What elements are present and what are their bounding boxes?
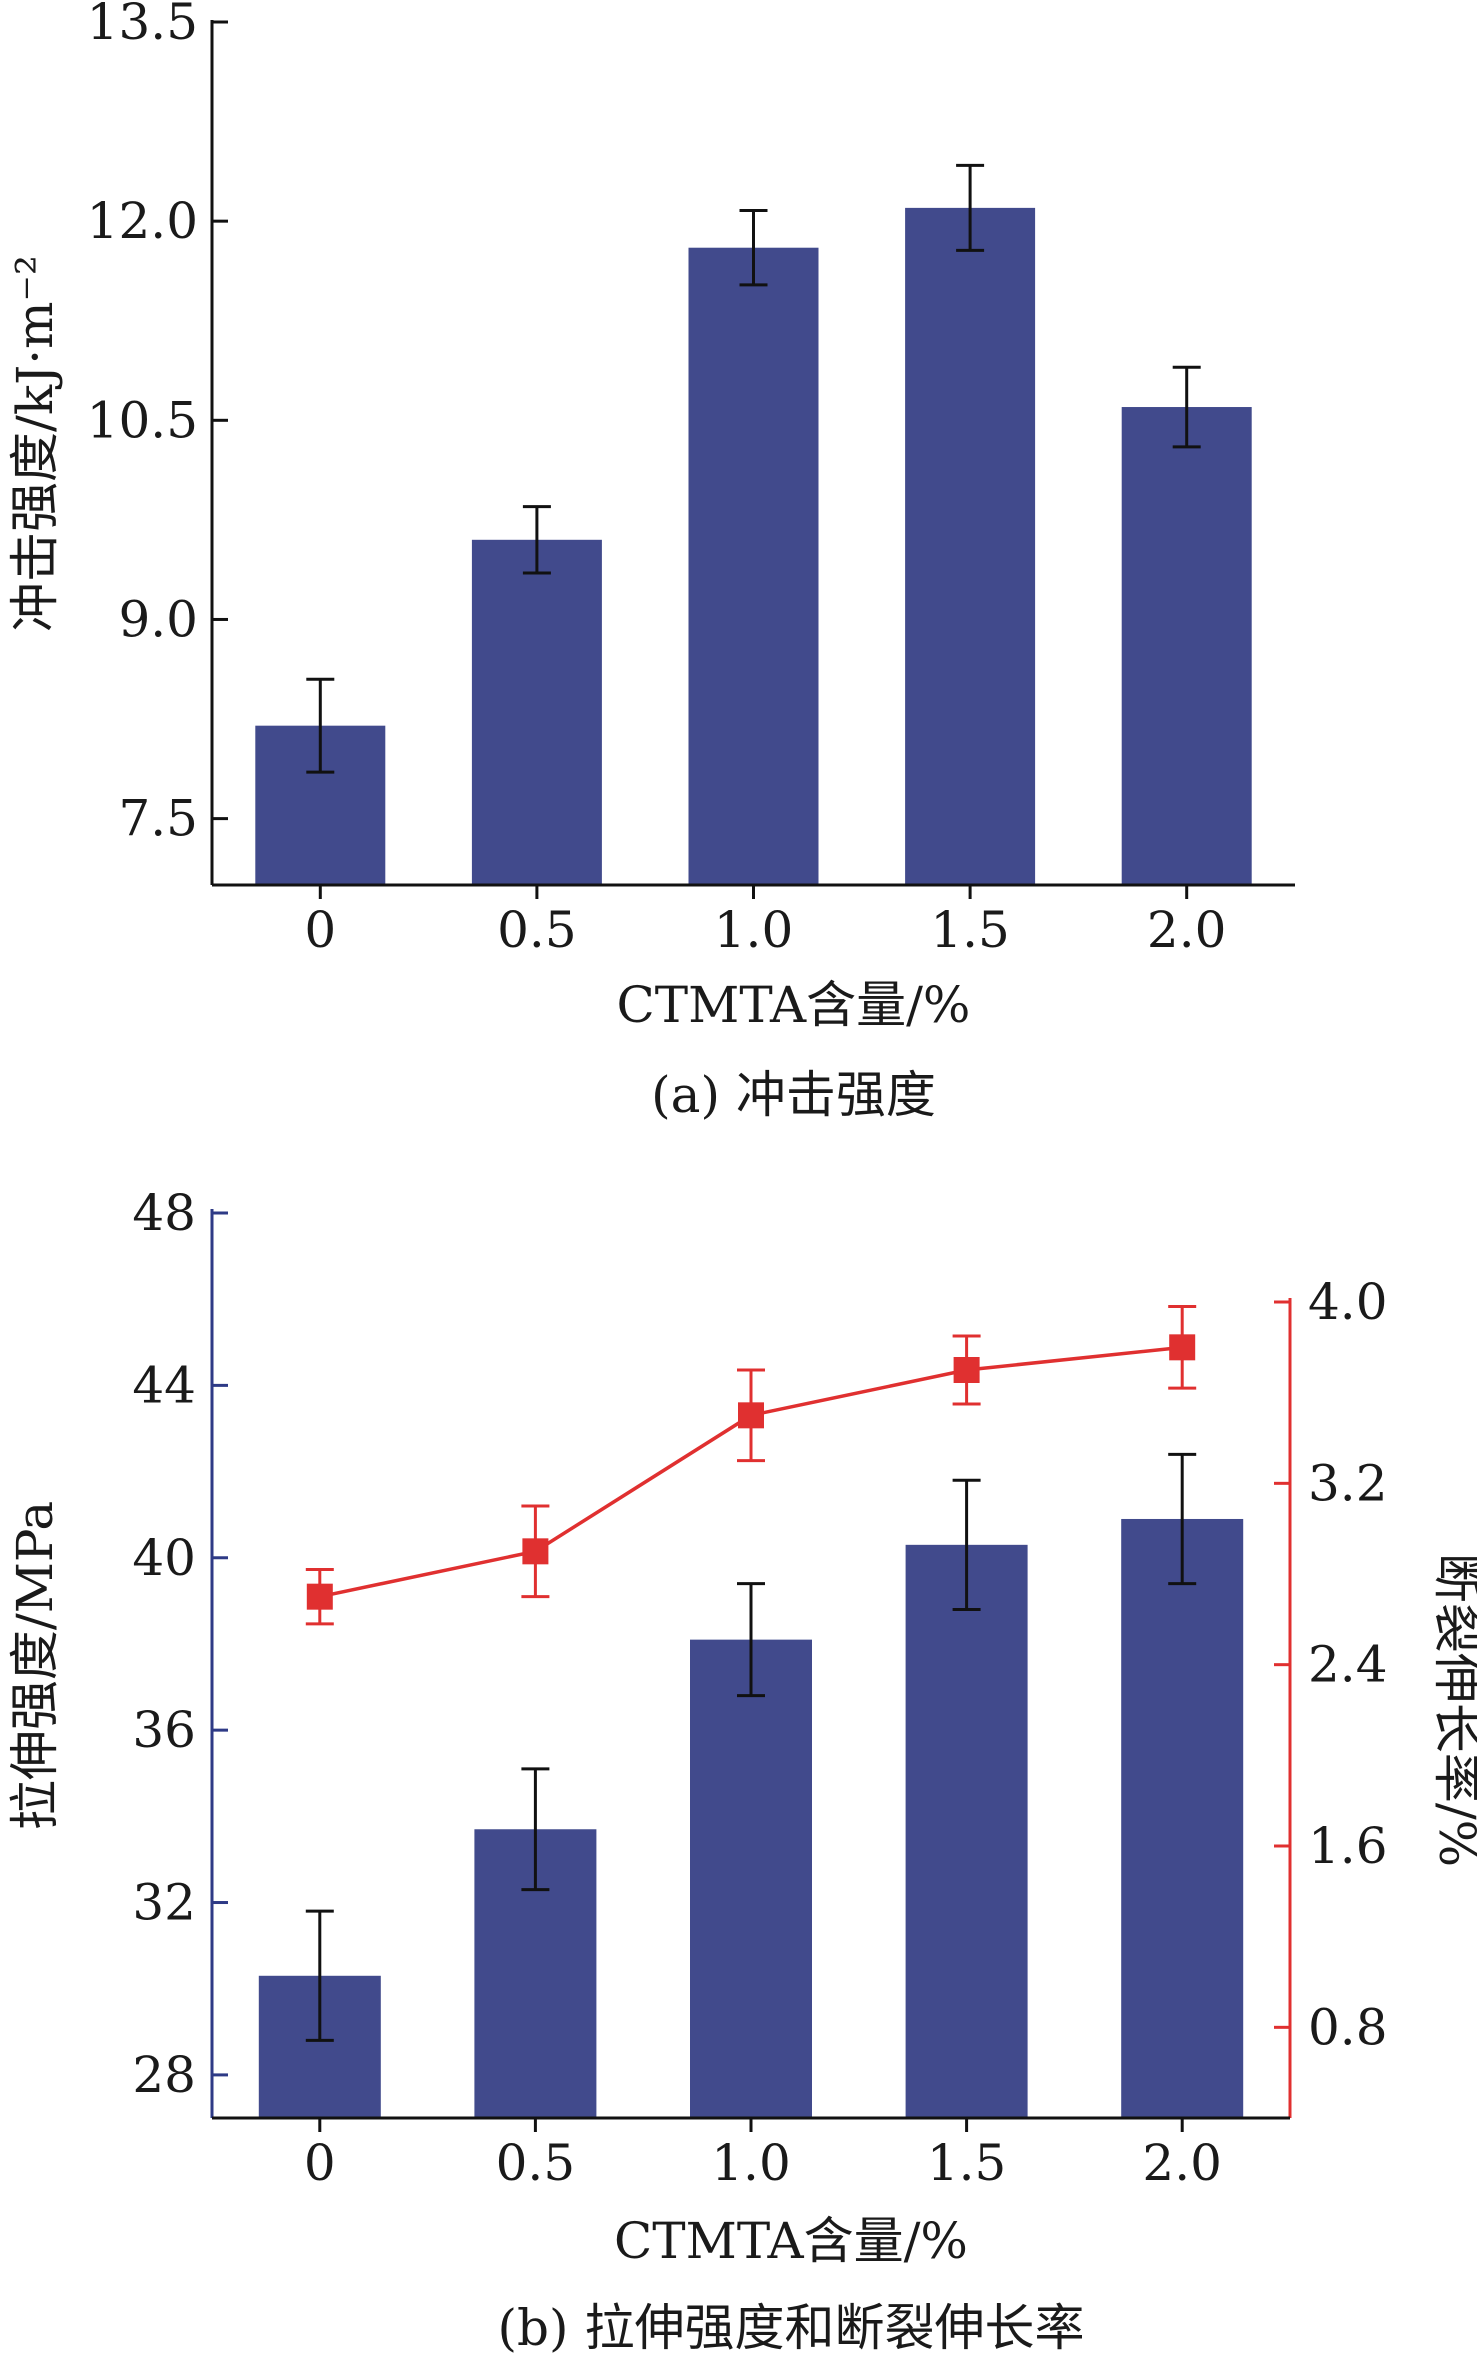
impact-caption: (a) 冲击强度: [651, 1066, 936, 1124]
elongation-point-3: [953, 1357, 980, 1383]
tensile-bar-2: [690, 1639, 812, 2118]
impact-bar-4: [1121, 407, 1252, 885]
elongation-right-ytick-label-2: 2.4: [1308, 1636, 1388, 1694]
tensile-xtick-label-2: 1.0: [711, 2134, 791, 2192]
tensile-left-ytick-label-3: 40: [132, 1529, 196, 1587]
elongation-right-ytick-label-3: 3.2: [1308, 1454, 1388, 1512]
tensile-left-ytick-label-1: 32: [132, 1874, 196, 1932]
impact-xtick-label-3: 1.5: [930, 901, 1010, 959]
impact-ytick-label-2: 10.5: [87, 391, 198, 449]
impact-xtick-label-0: 0: [304, 901, 336, 959]
elongation-right-axis-label: 断裂伸长率/%: [1428, 1553, 1477, 1867]
tensile-x-axis-label: CTMTA含量/%: [614, 2212, 968, 2270]
tensile-left-ytick-label-2: 36: [132, 1701, 196, 1759]
impact-bar-2: [688, 247, 819, 885]
elongation-right-ytick-label-1: 1.6: [1308, 1817, 1388, 1875]
elongation-right-ytick-label-0: 0.8: [1308, 1998, 1388, 2056]
tensile-xtick-label-3: 1.5: [927, 2134, 1007, 2192]
tensile-xtick-label-4: 2.0: [1142, 2134, 1222, 2192]
impact-ytick-label-0: 7.5: [118, 790, 198, 848]
elongation-right-ytick-label-4: 4.0: [1308, 1273, 1388, 1331]
tensile-left-ytick-label-5: 48: [132, 1184, 196, 1242]
impact-bar-1: [471, 539, 602, 885]
tensile-left-ytick-label-0: 28: [132, 2046, 196, 2104]
tensile-xtick-label-1: 0.5: [496, 2134, 576, 2192]
tensile-bar-4: [1121, 1518, 1244, 2118]
impact-xtick-label-1: 0.5: [497, 901, 577, 959]
tensile-caption: (b) 拉伸强度和断裂伸长率: [498, 2299, 1085, 2357]
tensile-left-ytick-label-4: 44: [132, 1356, 196, 1414]
tensile-left-axis-label: 拉伸强度/MPa: [6, 1501, 64, 1830]
elongation-point-4: [1169, 1334, 1196, 1361]
elongation-point-2: [738, 1402, 764, 1429]
tensile-bar-3: [905, 1544, 1028, 2118]
impact-ytick-label-3: 12.0: [87, 192, 198, 250]
impact-xtick-label-2: 1.0: [714, 901, 794, 959]
impact-ytick-label-4: 13.5: [87, 0, 198, 51]
impact-y-axis-label: 冲击强度/kJ·m⁻²: [6, 255, 64, 632]
tensile-xtick-label-0: 0: [304, 2134, 336, 2192]
impact-xtick-label-4: 2.0: [1147, 901, 1227, 959]
impact-ytick-label-1: 9.0: [118, 590, 198, 648]
impact-bar-3: [905, 207, 1036, 885]
elongation-point-0: [306, 1583, 333, 1610]
elongation-point-1: [522, 1538, 549, 1565]
impact-x-axis-label: CTMTA含量/%: [617, 976, 971, 1034]
